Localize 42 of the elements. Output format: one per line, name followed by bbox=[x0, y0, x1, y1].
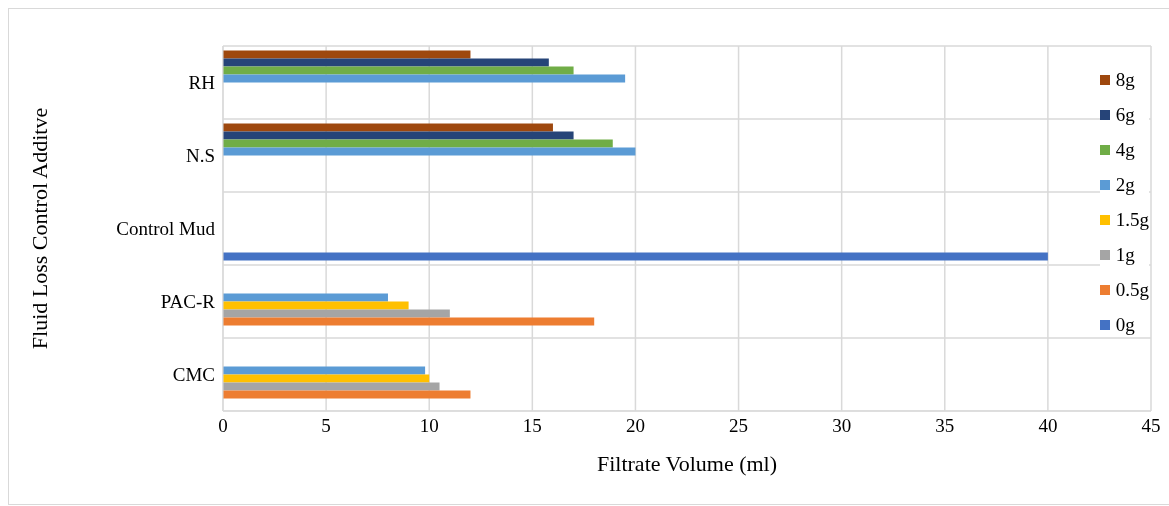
legend-label: 2g bbox=[1115, 174, 1135, 196]
x-axis-title: Filtrate Volume (ml) bbox=[596, 451, 778, 476]
x-tick-label: 5 bbox=[321, 415, 331, 437]
x-tick-label: 10 bbox=[419, 415, 439, 437]
x-tick-label: 25 bbox=[729, 415, 749, 437]
x-tick-label: 35 bbox=[935, 415, 955, 437]
y-tick-label: N.S bbox=[185, 145, 215, 167]
bar bbox=[223, 293, 388, 302]
bar bbox=[223, 139, 613, 148]
bar bbox=[223, 131, 574, 140]
legend-label: 1g bbox=[1115, 244, 1135, 266]
y-tick-label: RH bbox=[188, 72, 216, 94]
x-tick-label: 20 bbox=[625, 415, 645, 437]
bar bbox=[223, 382, 440, 391]
y-tick-label: PAC-R bbox=[160, 291, 216, 313]
legend-label: 1.5g bbox=[1115, 209, 1149, 231]
bar bbox=[223, 58, 549, 67]
y-axis-title: Fluid Loss Control Additve bbox=[26, 107, 52, 350]
bar bbox=[223, 66, 574, 75]
x-tick-label: 15 bbox=[522, 415, 542, 437]
legend-label: 6g bbox=[1115, 104, 1135, 126]
y-tick-label: CMC bbox=[172, 364, 215, 386]
legend-label: 0.5g bbox=[1115, 279, 1149, 301]
y-tick-label: Control Mud bbox=[116, 218, 216, 240]
bar bbox=[223, 390, 471, 399]
bar bbox=[223, 309, 450, 318]
x-tick-label: 0 bbox=[218, 415, 228, 437]
bar bbox=[223, 317, 595, 326]
bar bbox=[223, 123, 553, 132]
x-tick-label: 30 bbox=[832, 415, 852, 437]
bar bbox=[223, 366, 426, 375]
legend-label: 0g bbox=[1115, 314, 1135, 336]
bar bbox=[223, 252, 1048, 261]
legend-label: 4g bbox=[1115, 139, 1135, 161]
x-tick-label: 40 bbox=[1038, 415, 1058, 437]
bar bbox=[223, 50, 471, 59]
legend-label: 8g bbox=[1115, 69, 1135, 91]
bar bbox=[223, 374, 430, 383]
bar bbox=[223, 301, 409, 310]
bar bbox=[223, 147, 636, 156]
x-tick-label: 45 bbox=[1141, 415, 1161, 437]
bar bbox=[223, 74, 626, 83]
